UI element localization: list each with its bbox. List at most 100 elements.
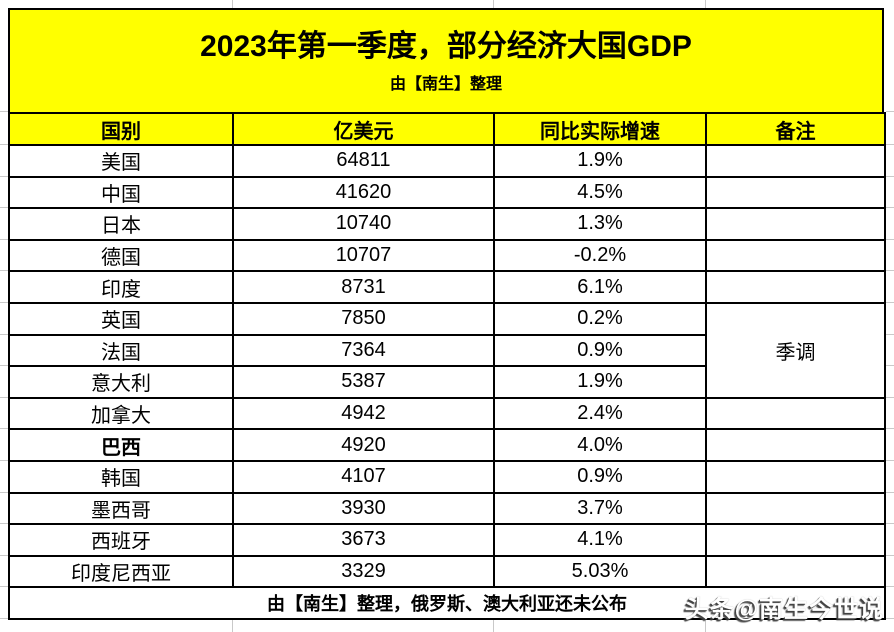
note-cell xyxy=(705,523,886,557)
margin-gridline xyxy=(886,302,894,303)
growth-cell: 1.3% xyxy=(493,207,707,241)
col-header-note: 备注 xyxy=(705,112,886,146)
margin-gridline xyxy=(0,365,8,366)
margin-gridline xyxy=(886,555,894,556)
table-header-row: 国别 亿美元 同比实际增速 备注 xyxy=(8,112,886,146)
gdp-value-cell: 3673 xyxy=(232,523,495,557)
note-cell xyxy=(705,491,886,526)
country-cell: 印度 xyxy=(8,270,234,304)
gdp-value-cell: 64811 xyxy=(232,144,495,178)
margin-gridline xyxy=(0,144,8,145)
page-subtitle: 由【南生】整理 xyxy=(389,75,502,93)
gdp-value-cell: 41620 xyxy=(232,175,495,210)
table-row: 中国 41620 4.5% xyxy=(8,175,886,210)
note-cell xyxy=(705,428,886,462)
margin-gridline xyxy=(886,144,894,145)
margin-gridline xyxy=(0,428,8,429)
gdp-value-cell: 7364 xyxy=(232,333,495,368)
gdp-value-cell: 3930 xyxy=(232,491,495,526)
table-row: 德国 10707 -0.2% xyxy=(8,238,886,273)
country-cell: 西班牙 xyxy=(8,523,234,557)
table-row: 加拿大 4942 2.4% xyxy=(8,396,886,431)
country-cell: 墨西哥 xyxy=(8,491,234,526)
margin-gridline xyxy=(886,492,894,493)
margin-gridline xyxy=(0,239,8,240)
margin-gridline xyxy=(0,334,8,335)
col-header-country: 国别 xyxy=(8,112,234,146)
margin-gridline xyxy=(886,523,894,524)
margin-gridline xyxy=(0,555,8,556)
gdp-value-cell: 4920 xyxy=(232,428,495,462)
table-body: 美国 64811 1.9% 中国 41620 4.5% 日本 10740 1.3% 德国 10707… xyxy=(8,144,886,589)
table-row: 西班牙 3673 4.1% xyxy=(8,523,886,557)
margin-gridline xyxy=(0,397,8,398)
col-header-growth: 同比实际增速 xyxy=(493,112,707,146)
margin-gridline xyxy=(886,239,894,240)
margin-gridline xyxy=(0,176,8,177)
margin-gridline xyxy=(886,270,894,271)
gdp-value-cell: 7850 xyxy=(232,301,495,336)
note-cell xyxy=(705,396,886,431)
growth-cell: 5.03% xyxy=(493,554,707,589)
margin-gridline xyxy=(0,460,8,461)
margin-gridline xyxy=(886,586,894,587)
growth-cell: 0.2% xyxy=(493,301,707,336)
growth-cell: 1.9% xyxy=(493,365,707,399)
margin-gridline xyxy=(886,334,894,335)
col-header-gdp-value: 亿美元 xyxy=(232,112,495,146)
margin-gridline xyxy=(0,523,8,524)
growth-cell: 1.9% xyxy=(493,144,707,178)
margin-gridline xyxy=(0,270,8,271)
table-row: 巴西 4920 4.0% xyxy=(8,428,886,462)
growth-cell: 4.1% xyxy=(493,523,707,557)
country-cell: 法国 xyxy=(8,333,234,368)
margin-gridline xyxy=(0,207,8,208)
margin-gridline xyxy=(232,620,233,632)
margin-gridline xyxy=(886,207,894,208)
margin-gridline xyxy=(0,618,8,619)
margin-gridline xyxy=(886,428,894,429)
country-cell: 韩国 xyxy=(8,459,234,494)
margin-gridline xyxy=(705,620,706,632)
gdp-value-cell: 3329 xyxy=(232,554,495,589)
gdp-value-cell: 5387 xyxy=(232,365,495,399)
margin-gridline xyxy=(0,302,8,303)
margin-gridline xyxy=(886,397,894,398)
note-cell xyxy=(705,175,886,210)
table-row: 墨西哥 3930 3.7% xyxy=(8,491,886,526)
growth-cell: -0.2% xyxy=(493,238,707,273)
note-cell-merged: 季调 xyxy=(705,301,886,399)
table-row: 印度尼西亚 3329 5.03% xyxy=(8,554,886,589)
country-cell: 英国 xyxy=(8,301,234,336)
table-row: 韩国 4107 0.9% xyxy=(8,459,886,494)
growth-cell: 4.5% xyxy=(493,175,707,210)
margin-gridline xyxy=(0,111,8,112)
title-block: 2023年第一季度，部分经济大国GDP 由【南生】整理 xyxy=(8,8,884,112)
margin-gridline xyxy=(705,0,706,8)
margin-gridline xyxy=(886,460,894,461)
country-cell: 印度尼西亚 xyxy=(8,554,234,589)
note-cell xyxy=(705,270,886,304)
margin-gridline xyxy=(493,0,494,8)
note-cell xyxy=(705,459,886,494)
growth-cell: 6.1% xyxy=(493,270,707,304)
table-row: 日本 10740 1.3% xyxy=(8,207,886,241)
note-cell xyxy=(705,144,886,178)
gdp-value-cell: 4942 xyxy=(232,396,495,431)
gdp-value-cell: 8731 xyxy=(232,270,495,304)
table-row: 意大利 5387 1.9% xyxy=(8,365,885,399)
table-row: 英国 7850 0.2% 季调 xyxy=(8,301,886,399)
growth-cell: 4.0% xyxy=(493,428,707,462)
margin-gridline xyxy=(232,0,233,8)
margin-gridline xyxy=(886,111,894,112)
margin-gridline xyxy=(886,176,894,177)
margin-gridline xyxy=(493,620,494,632)
country-cell: 加拿大 xyxy=(8,396,234,431)
growth-cell: 2.4% xyxy=(493,396,707,431)
table-row: 印度 8731 6.1% xyxy=(8,270,886,304)
growth-cell: 0.9% xyxy=(493,459,707,494)
country-cell: 意大利 xyxy=(8,365,234,399)
note-cell xyxy=(705,207,886,241)
note-cell xyxy=(705,554,886,589)
gdp-value-cell: 10740 xyxy=(232,207,495,241)
